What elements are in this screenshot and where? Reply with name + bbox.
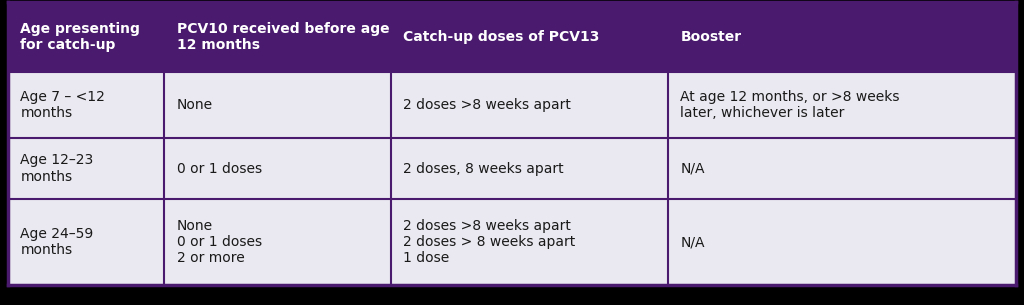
Text: None
0 or 1 doses
2 or more: None 0 or 1 doses 2 or more bbox=[177, 219, 262, 265]
Text: 2 doses, 8 weeks apart: 2 doses, 8 weeks apart bbox=[403, 162, 564, 176]
Text: 0 or 1 doses: 0 or 1 doses bbox=[177, 162, 262, 176]
Text: PCV10 received before age
12 months: PCV10 received before age 12 months bbox=[177, 22, 389, 52]
Text: Age 24–59
months: Age 24–59 months bbox=[20, 227, 94, 257]
Text: 2 doses >8 weeks apart
2 doses > 8 weeks apart
1 dose: 2 doses >8 weeks apart 2 doses > 8 weeks… bbox=[403, 219, 575, 265]
Bar bbox=[8, 138, 1016, 199]
Bar bbox=[8, 2, 1016, 72]
Text: N/A: N/A bbox=[681, 235, 705, 249]
Text: Catch-up doses of PCV13: Catch-up doses of PCV13 bbox=[403, 30, 600, 44]
Text: Age 12–23
months: Age 12–23 months bbox=[20, 153, 94, 184]
Text: Age 7 – <12
months: Age 7 – <12 months bbox=[20, 90, 105, 120]
Bar bbox=[8, 72, 1016, 138]
Text: None: None bbox=[177, 98, 213, 112]
Text: Booster: Booster bbox=[681, 30, 741, 44]
Text: At age 12 months, or >8 weeks
later, whichever is later: At age 12 months, or >8 weeks later, whi… bbox=[681, 90, 900, 120]
Text: N/A: N/A bbox=[681, 162, 705, 176]
Text: 2 doses >8 weeks apart: 2 doses >8 weeks apart bbox=[403, 98, 571, 112]
Text: Age presenting
for catch-up: Age presenting for catch-up bbox=[20, 22, 140, 52]
Bar bbox=[8, 199, 1016, 285]
